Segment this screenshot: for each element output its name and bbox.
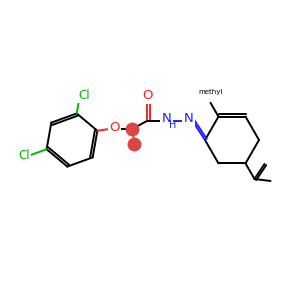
Text: O: O [109, 121, 120, 134]
Text: Cl: Cl [18, 149, 29, 162]
Text: N: N [184, 112, 193, 125]
Text: methyl: methyl [198, 89, 223, 95]
Text: H: H [169, 120, 176, 130]
Text: Cl: Cl [78, 89, 90, 102]
Text: O: O [142, 89, 153, 102]
Text: N: N [161, 112, 171, 125]
